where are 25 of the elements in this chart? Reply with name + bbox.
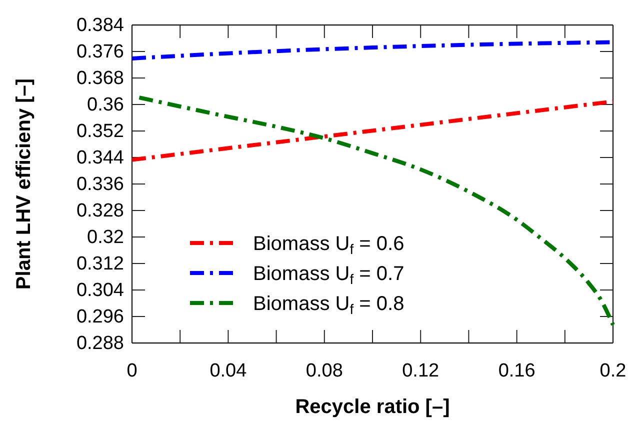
y-tick-label: 0.328 [76,200,124,222]
y-tick-label: 0.352 [76,121,124,142]
x-axis-title: Recycle ratio [–] [295,396,450,418]
x-tick-label: 0.16 [498,360,536,382]
y-tick-label: 0.296 [76,306,124,328]
y-tick-label: 0.368 [76,68,124,90]
legend-label: Biomass U$_{f}$ = 0.6 [253,233,404,258]
y-tick-label: 0.376 [76,42,124,63]
y-tick-label: 0.336 [76,174,124,196]
line-series [137,96,615,327]
y-tick-label: 0.32 [87,227,124,248]
x-tick-label: 0.04 [210,360,248,382]
y-tick-label: 0.312 [76,254,124,275]
y-tick-label: 0.36 [87,94,124,116]
x-tick-label: 0.08 [306,360,343,382]
y-axis-title: Plant LHV efficieny [–] [13,78,35,290]
y-tick-label: 0.384 [76,15,124,36]
legend-label: Biomass U$_{f}$ = 0.8 [253,293,404,318]
legend-label: Biomass U$_{f}$ = 0.7 [253,263,404,288]
y-tick-label: 0.304 [76,280,124,302]
y-tick-label: 0.344 [76,148,124,169]
x-tick-label: 0.2 [600,360,626,382]
x-tick-label: 0 [126,360,138,382]
y-tick-label: 0.288 [76,333,124,354]
x-tick-label: 0.12 [402,360,440,382]
